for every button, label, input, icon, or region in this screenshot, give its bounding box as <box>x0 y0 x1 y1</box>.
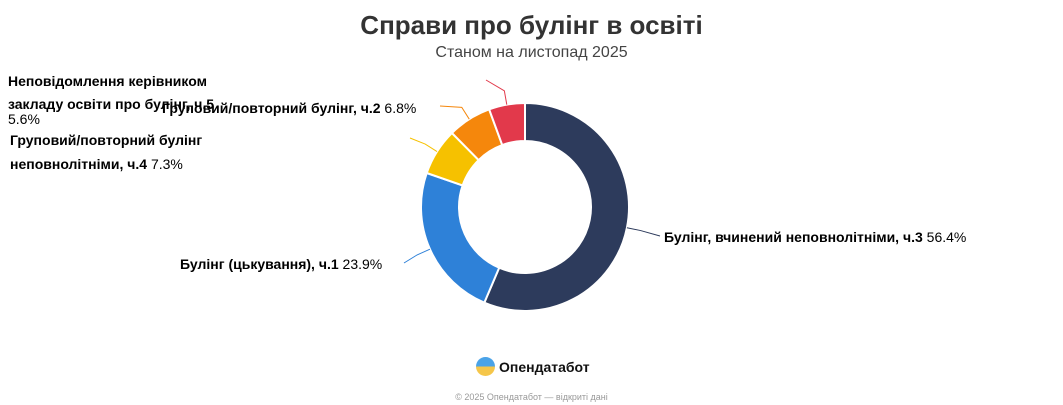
slice-value: 56.4% <box>926 229 967 245</box>
leader-line <box>409 137 438 152</box>
chart-subtitle: Станом на листопад 2025 <box>435 44 628 61</box>
label-slice-2: Груповий/повторний булінг, ч.2 6.8% <box>162 97 416 119</box>
brand-logo: Опендатабот <box>476 357 590 376</box>
logo-icon <box>476 357 495 376</box>
donut-slice[interactable] <box>482 101 630 312</box>
slice-value: 6.8% <box>384 100 417 116</box>
label-slice-4: Груповий/повторний булінг неповнолітніми… <box>10 128 240 176</box>
slice-label: Булінг (цькування), ч.1 <box>180 256 339 272</box>
donut-slice[interactable] <box>487 101 526 147</box>
slice-label: Неповідомлення керівником закладу освіти… <box>8 73 215 112</box>
chart-title: Справи про булінг в освіті <box>360 10 703 40</box>
leader-line <box>485 79 508 105</box>
leader-line <box>626 227 661 237</box>
slice-label: Груповий/повторний булінг, ч.2 <box>162 100 381 116</box>
label-slice-1: Булінг (цькування), ч.1 23.9% <box>180 253 382 275</box>
slice-value: 5.6% <box>8 111 40 127</box>
label-slice-3: Булінг, вчинений неповнолітніми, ч.3 56.… <box>664 226 966 248</box>
slice-value: 23.9% <box>342 256 383 272</box>
brand-name: Опендатабот <box>499 358 590 375</box>
leader-line <box>403 248 431 264</box>
slice-label: Груповий/повторний булінг неповнолітніми… <box>10 132 203 172</box>
footer: © 2025 Опендатабот — відкриті дані <box>455 392 608 402</box>
label-slice-5: Неповідомлення керівником закладу освіти… <box>8 70 248 139</box>
donut-slice[interactable] <box>420 171 501 305</box>
leader-line <box>439 105 470 120</box>
slice-value: 7.3% <box>150 156 183 172</box>
slice-label: Булінг, вчинений неповнолітніми, ч.3 <box>664 229 923 245</box>
